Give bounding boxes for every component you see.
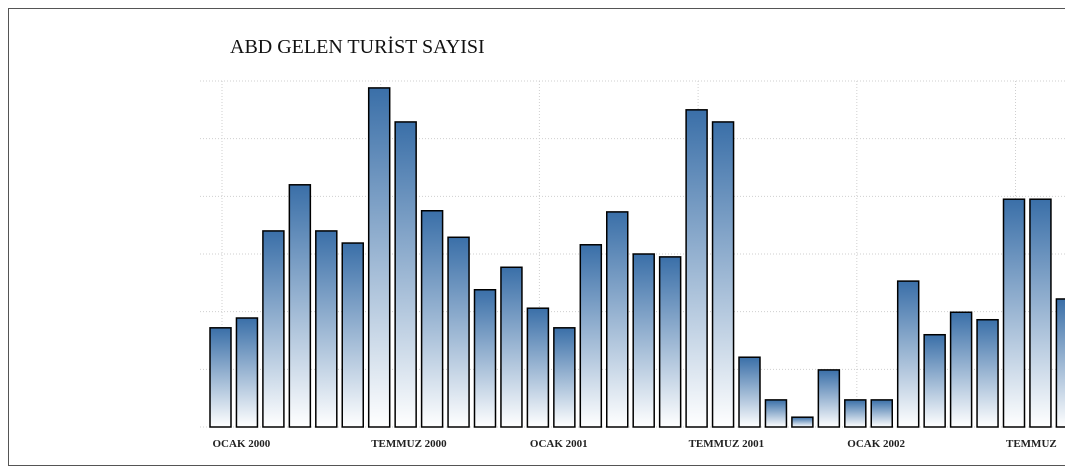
bar — [1002, 198, 1026, 428]
bar — [791, 416, 814, 428]
bar — [685, 109, 708, 428]
bar — [579, 244, 603, 428]
chart-title: ABD GELEN TURİST SAYISI — [230, 35, 485, 58]
bar — [235, 317, 259, 428]
bar — [870, 399, 893, 428]
frame — [8, 8, 1065, 466]
bar — [473, 289, 497, 428]
bar — [632, 253, 655, 428]
bar — [394, 121, 417, 428]
x-tick-label: TEMMUZ 2001 — [689, 438, 764, 450]
bar — [553, 327, 576, 428]
bar — [738, 356, 761, 428]
bar — [209, 327, 232, 428]
bar — [817, 369, 841, 428]
x-tick-label: OCAK 2000 — [213, 438, 271, 450]
bar — [341, 242, 364, 428]
bar — [658, 256, 682, 428]
bar — [367, 87, 391, 428]
bar — [447, 236, 470, 428]
bar — [844, 399, 867, 428]
bar — [923, 333, 946, 428]
bar — [1029, 198, 1052, 428]
x-tick-label: TEMMUZ — [1006, 438, 1057, 450]
bar — [262, 230, 285, 428]
bar — [896, 280, 920, 428]
x-tick-label: OCAK 2002 — [847, 438, 905, 450]
bar — [949, 311, 973, 428]
bar — [315, 230, 338, 428]
bar — [288, 184, 312, 428]
bar — [606, 211, 629, 428]
bar — [500, 266, 523, 428]
bar — [526, 307, 550, 428]
x-tick-label: OCAK 2001 — [530, 438, 588, 450]
bar — [976, 318, 999, 428]
bar — [764, 399, 788, 428]
x-tick-label: TEMMUZ 2000 — [371, 438, 447, 450]
bar — [711, 121, 735, 428]
bar — [1055, 298, 1065, 428]
bar — [420, 210, 444, 428]
